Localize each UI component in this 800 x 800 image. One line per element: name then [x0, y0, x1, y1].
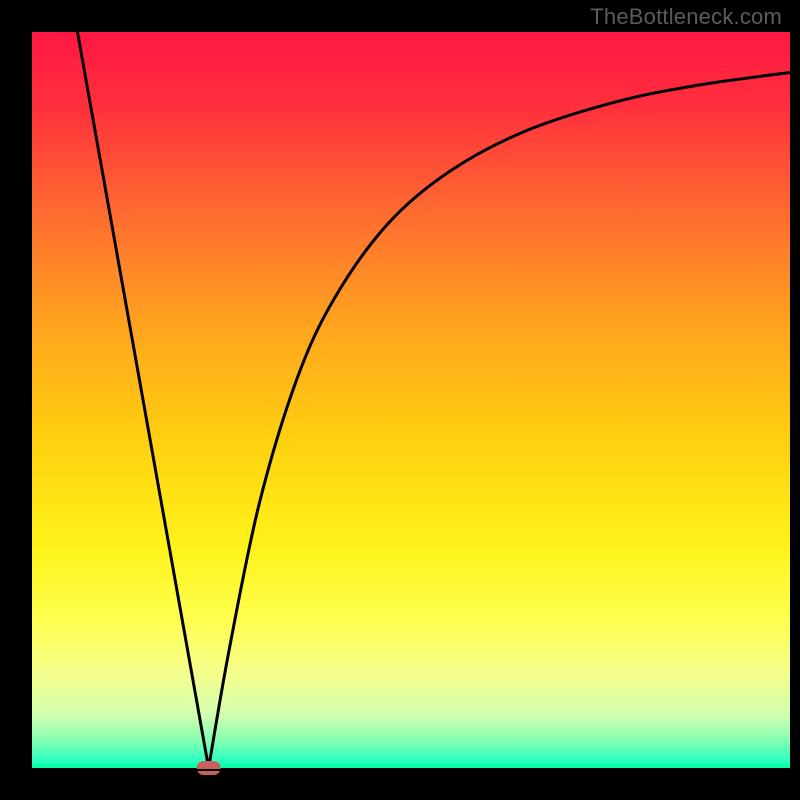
- watermark-text: TheBottleneck.com: [590, 4, 782, 30]
- bottleneck-chart: [0, 0, 800, 800]
- plot-background: [32, 32, 790, 768]
- chart-container: TheBottleneck.com: [0, 0, 800, 800]
- min-marker: [197, 761, 221, 775]
